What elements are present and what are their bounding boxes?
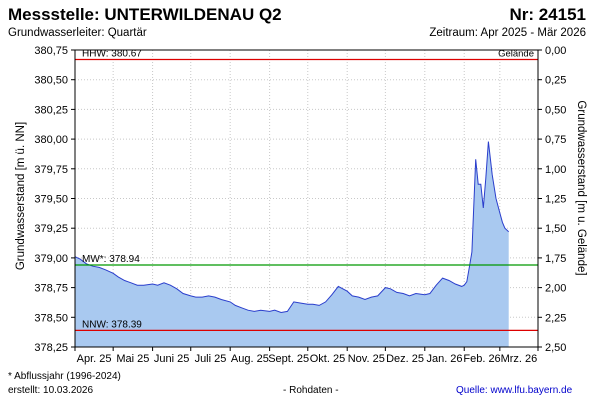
y-tick-label-right: 0,50 [545, 104, 566, 116]
reference-lines: HHW: 380.67 Gelände MW*: 378.94 NNW: 378.39 [75, 49, 538, 332]
y-tick-label-left: 380,00 [34, 134, 68, 146]
y-tick-label-right: 0,00 [545, 45, 566, 57]
created-date: erstellt: 10.03.2026 [8, 385, 94, 396]
y-tick-label-left: 380,25 [34, 104, 68, 116]
water-level-area [75, 141, 509, 347]
y-axis-label-right: Grundwasserstand [m u. Gelände] [575, 100, 587, 275]
footnote: * Abflussjahr (1996-2024) [8, 371, 121, 382]
y-tick-label-left: 379,25 [34, 223, 68, 235]
x-tick-label: Juni 25 [154, 353, 189, 365]
gelaende-label: Gelände [498, 49, 534, 60]
x-tick-label: Feb. 26 [463, 353, 500, 365]
x-tick-label: Jan. 26 [426, 353, 462, 365]
x-tick-label: Mai 25 [116, 353, 149, 365]
y-axis-label-left: Grundwasserstand [m ü. NN] [15, 122, 27, 270]
station-title: Messstelle: UNTERWILDENAU Q2 [8, 5, 282, 24]
x-tick-label: Juli 25 [195, 353, 227, 365]
nnw-label: NNW: 378.39 [82, 319, 142, 330]
x-tick-label: Sept. 25 [268, 353, 309, 365]
y-tick-label-right: 2,25 [545, 312, 566, 324]
right-axis: 0,00 0,25 0,50 0,75 1,00 1,25 1,50 1,75 2,00 2,25… [538, 45, 566, 354]
y-tick-label-right: 0,25 [545, 75, 566, 87]
y-tick-label-left: 380,75 [34, 45, 68, 57]
x-tick-label: Dez. 25 [386, 353, 424, 365]
y-tick-label-right: 2,50 [545, 342, 566, 354]
left-axis: 380,75 380,50 380,25 380,00 379,75 379,50 379,… [34, 45, 75, 354]
x-tick-label: Mrz. 26 [501, 353, 538, 365]
y-tick-label-left: 378,25 [34, 342, 68, 354]
x-tick-label: Apr. 25 [77, 353, 112, 365]
source-label: Quelle: [456, 385, 491, 396]
y-tick-label-right: 0,75 [545, 134, 566, 146]
y-tick-label-left: 379,00 [34, 253, 68, 265]
y-tick-label-right: 1,25 [545, 194, 566, 206]
y-tick-label-left: 380,50 [34, 75, 68, 87]
x-tick-label: Aug. 25 [231, 353, 269, 365]
aquifer-label: Grundwasserleiter: Quartär [8, 27, 147, 39]
y-tick-label-right: 2,00 [545, 283, 566, 295]
y-tick-label-left: 378,75 [34, 283, 68, 295]
period-label: Zeitraum: Apr 2025 - Mär 2026 [429, 27, 586, 39]
x-axis: Apr. 25 Mai 25 Juni 25 Juli 25 Aug. 25 Sept. … [74, 347, 539, 365]
y-tick-label-right: 1,00 [545, 164, 566, 176]
mw-label: MW*: 378.94 [82, 254, 140, 265]
x-tick-label: Okt. 25 [310, 353, 345, 365]
y-tick-label-left: 379,50 [34, 194, 68, 206]
source-link[interactable]: www.lfu.bayern.de [490, 385, 573, 396]
hhw-label: HHW: 380.67 [82, 49, 142, 60]
y-tick-label-right: 1,50 [545, 223, 566, 235]
raw-data-note: - Rohdaten - [283, 385, 339, 396]
water-level-line [74, 141, 510, 314]
y-tick-label-left: 378,50 [34, 312, 68, 324]
x-tick-label: Nov. 25 [348, 353, 385, 365]
source: Quelle: www.lfu.bayern.de [456, 385, 572, 396]
y-tick-label-right: 1,75 [545, 253, 566, 265]
station-number: Nr: 24151 [509, 5, 586, 24]
y-tick-label-left: 379,75 [34, 164, 68, 176]
